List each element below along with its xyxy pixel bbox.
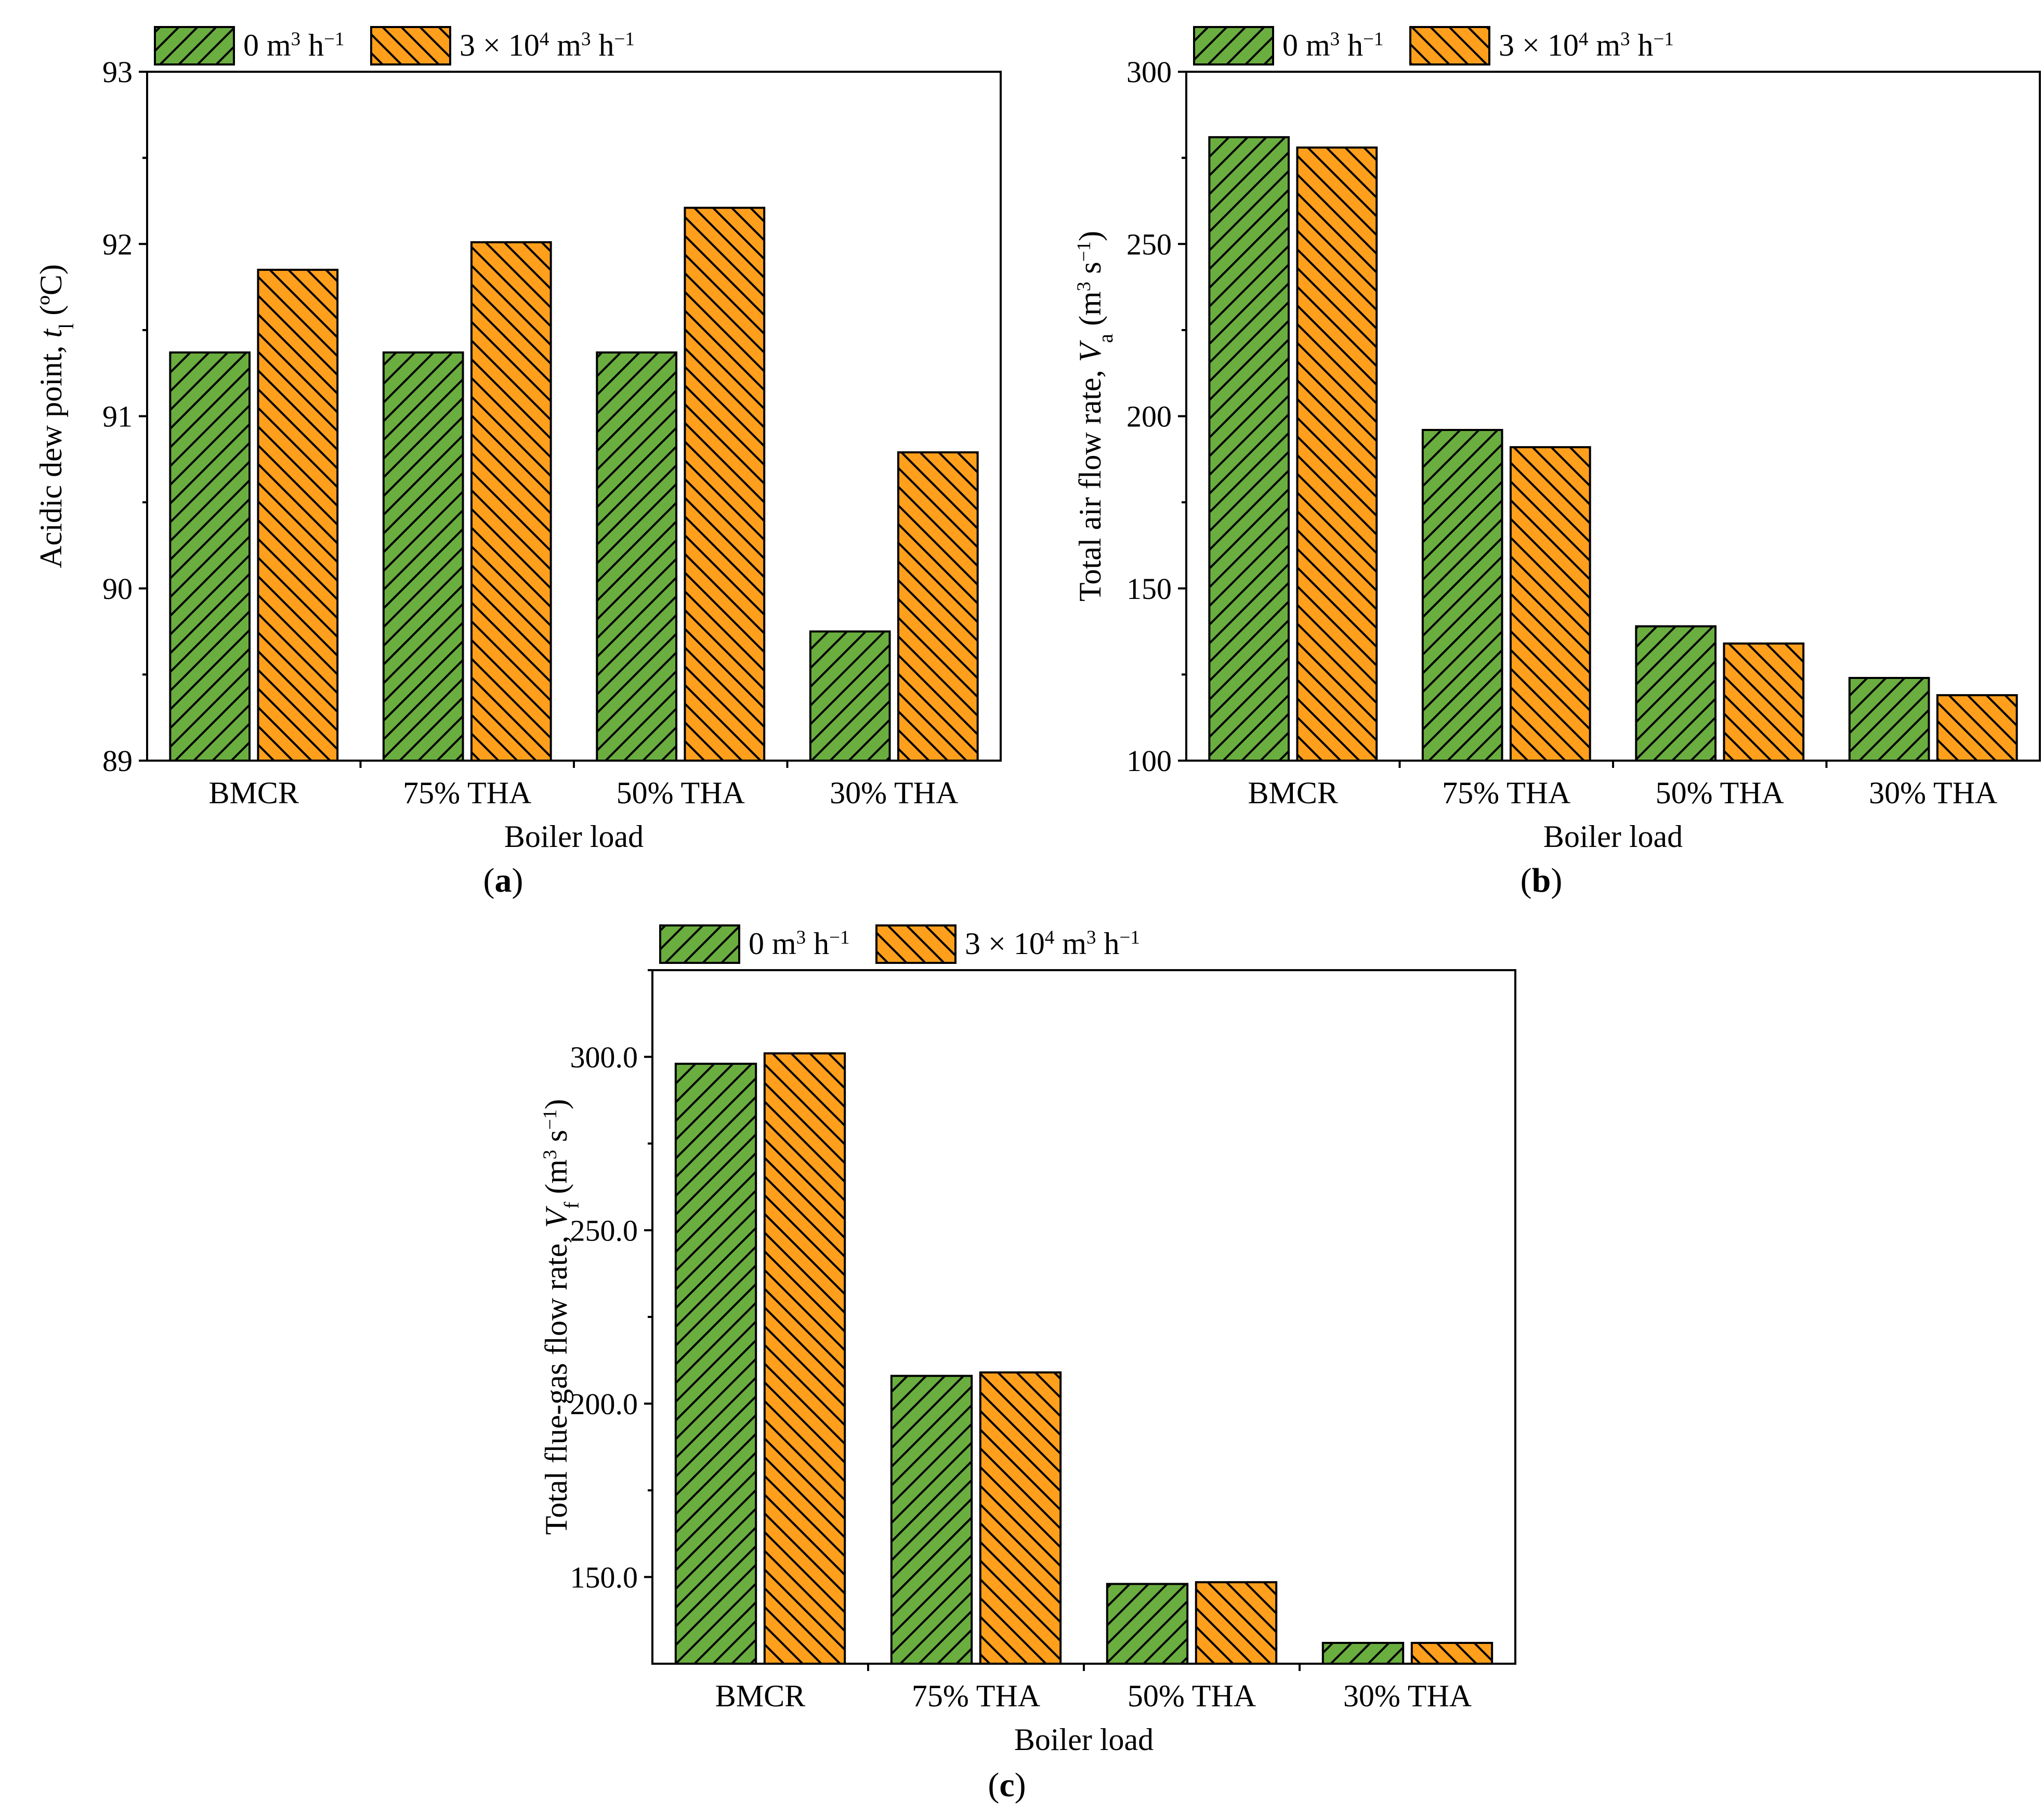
y-tick-label-b: 300 (1126, 55, 1172, 89)
bar-a-s0-1 (382, 351, 464, 762)
bar-c-s1-0 (763, 1052, 846, 1665)
bar-a-s1-1 (470, 241, 552, 762)
y-tick-label-b: 100 (1126, 744, 1172, 778)
legend-swatch-a-0 (154, 26, 235, 66)
x-tick-label-a: 75% THA (403, 776, 531, 810)
bar-c-s1-1 (979, 1371, 1062, 1665)
y-tick-label-c: 150.0 (570, 1560, 638, 1594)
legend-label-b-1: 3 × 104 m3 h−1 (1499, 28, 1674, 62)
x-tick-label-c: BMCR (715, 1679, 805, 1713)
legend-label-c-0: 0 m3 h−1 (749, 926, 850, 961)
y-axis-title-b: Total air flow rate, Va (m3 s−1) (1073, 231, 1117, 602)
legend-label-a-1: 3 × 104 m3 h−1 (460, 28, 635, 62)
x-tick-label-c: 30% THA (1343, 1679, 1472, 1713)
bar-b-s1-0 (1296, 146, 1378, 762)
y-axis-title-a: Acidic dew point, tl (ºC) (34, 264, 78, 568)
bar-b-s1-2 (1723, 642, 1805, 762)
y-tick-label-a: 92 (102, 227, 133, 261)
x-tick-label-b: BMCR (1248, 776, 1338, 810)
legend-a: 0 m3 h−1 3 × 104 m3 h−1 (154, 26, 635, 66)
bar-c-s1-3 (1410, 1641, 1493, 1665)
x-tick-label-c: 75% THA (912, 1679, 1040, 1713)
x-tick-label-a: 50% THA (617, 776, 745, 810)
chart-panel-c: 150.0 200.0 250.0 300.0 BMCR 75% THA 50% THA 30… (539, 924, 1516, 1804)
panel-label-b: (b) (1521, 861, 1563, 899)
y-tick-label-b: 200 (1126, 400, 1172, 434)
legend-label-a-0: 0 m3 h−1 (243, 28, 345, 62)
x-tick-label-b: 50% THA (1656, 776, 1784, 810)
bar-b-s0-0 (1208, 136, 1290, 762)
y-tick-label-c: 200.0 (570, 1387, 638, 1421)
bar-b-s0-2 (1635, 625, 1717, 762)
y-tick-label-a: 90 (102, 572, 133, 606)
y-tick-label-b: 250 (1126, 227, 1172, 261)
x-tick-label-b: 75% THA (1442, 776, 1570, 810)
x-tick-label-a: BMCR (209, 776, 299, 810)
bar-a-s0-3 (809, 630, 891, 762)
y-axis-title-c: Total flue-gas flow rate, Vf (m3 s−1) (539, 1099, 583, 1535)
bar-b-s1-1 (1509, 446, 1591, 762)
y-tick-label-a: 89 (102, 744, 133, 778)
bar-c-s0-0 (674, 1063, 757, 1665)
bar-c-s0-1 (890, 1375, 973, 1665)
bar-c-s0-2 (1106, 1583, 1189, 1665)
x-axis-title-b: Boiler load (1543, 819, 1683, 854)
y-tick-label-b: 150 (1126, 572, 1172, 606)
x-axis-title-c: Boiler load (1014, 1722, 1154, 1757)
y-tick-label-c: 250.0 (570, 1213, 638, 1247)
bar-b-s1-3 (1936, 694, 2018, 762)
bar-c-s0-3 (1321, 1641, 1405, 1665)
legend-swatch-c-1 (875, 924, 957, 964)
bar-a-s1-2 (684, 206, 766, 762)
x-tick-label-a: 30% THA (830, 776, 958, 810)
legend-swatch-b-0 (1193, 26, 1274, 66)
x-axis-title-a: Boiler load (504, 819, 644, 854)
bar-a-s1-0 (257, 268, 339, 762)
bar-a-s0-0 (169, 351, 251, 762)
x-tick-label-c: 50% THA (1128, 1679, 1256, 1713)
legend-label-b-0: 0 m3 h−1 (1282, 28, 1384, 62)
bar-a-s0-2 (596, 351, 678, 762)
panel-label-a: (a) (483, 861, 523, 899)
legend-swatch-a-1 (370, 26, 451, 66)
legend-swatch-c-0 (659, 924, 740, 964)
legend-swatch-b-1 (1409, 26, 1490, 66)
bar-c-s1-2 (1195, 1581, 1278, 1665)
bar-a-s1-3 (897, 451, 979, 762)
legend-label-c-1: 3 × 104 m3 h−1 (965, 926, 1140, 961)
panel-label-c: (c) (988, 1766, 1026, 1804)
chart-panel-b: 100 150 200 250 300 BMCR 75% THA 50% THA 30% THA… (1073, 26, 2041, 899)
x-tick-label-b: 30% THA (1869, 776, 1997, 810)
y-tick-label-a: 91 (102, 400, 133, 434)
bar-b-s0-1 (1421, 429, 1503, 762)
legend-c: 0 m3 h−1 3 × 104 m3 h−1 (659, 924, 1140, 964)
y-tick-label-c: 300.0 (570, 1040, 638, 1074)
chart-panel-a: 89 90 91 92 93 BMCR 75% THA 50% THA 30% THA Boile… (34, 26, 1002, 899)
y-tick-label-a: 93 (102, 55, 133, 89)
legend-b: 0 m3 h−1 3 × 104 m3 h−1 (1193, 26, 1674, 66)
bar-b-s0-3 (1848, 677, 1930, 762)
